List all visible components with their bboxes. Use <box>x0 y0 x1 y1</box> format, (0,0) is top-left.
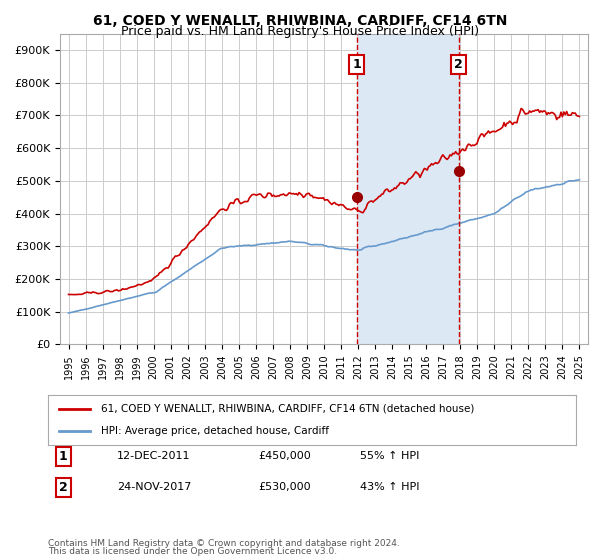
Text: 1: 1 <box>59 450 67 463</box>
Bar <box>357 34 458 344</box>
Text: 1: 1 <box>352 58 361 71</box>
Text: 55% ↑ HPI: 55% ↑ HPI <box>360 451 419 461</box>
Text: 61, COED Y WENALLT, RHIWBINA, CARDIFF, CF14 6TN (detached house): 61, COED Y WENALLT, RHIWBINA, CARDIFF, C… <box>101 404 474 414</box>
Text: 2: 2 <box>59 480 67 494</box>
Text: £530,000: £530,000 <box>258 482 311 492</box>
Text: 12-DEC-2011: 12-DEC-2011 <box>117 451 191 461</box>
Text: 24-NOV-2017: 24-NOV-2017 <box>117 482 191 492</box>
Text: £450,000: £450,000 <box>258 451 311 461</box>
Text: Contains HM Land Registry data © Crown copyright and database right 2024.: Contains HM Land Registry data © Crown c… <box>48 539 400 548</box>
Text: Price paid vs. HM Land Registry's House Price Index (HPI): Price paid vs. HM Land Registry's House … <box>121 25 479 38</box>
Text: HPI: Average price, detached house, Cardiff: HPI: Average price, detached house, Card… <box>101 426 329 436</box>
Text: This data is licensed under the Open Government Licence v3.0.: This data is licensed under the Open Gov… <box>48 547 337 556</box>
Text: 61, COED Y WENALLT, RHIWBINA, CARDIFF, CF14 6TN: 61, COED Y WENALLT, RHIWBINA, CARDIFF, C… <box>93 14 507 28</box>
Text: 43% ↑ HPI: 43% ↑ HPI <box>360 482 419 492</box>
Text: 2: 2 <box>454 58 463 71</box>
